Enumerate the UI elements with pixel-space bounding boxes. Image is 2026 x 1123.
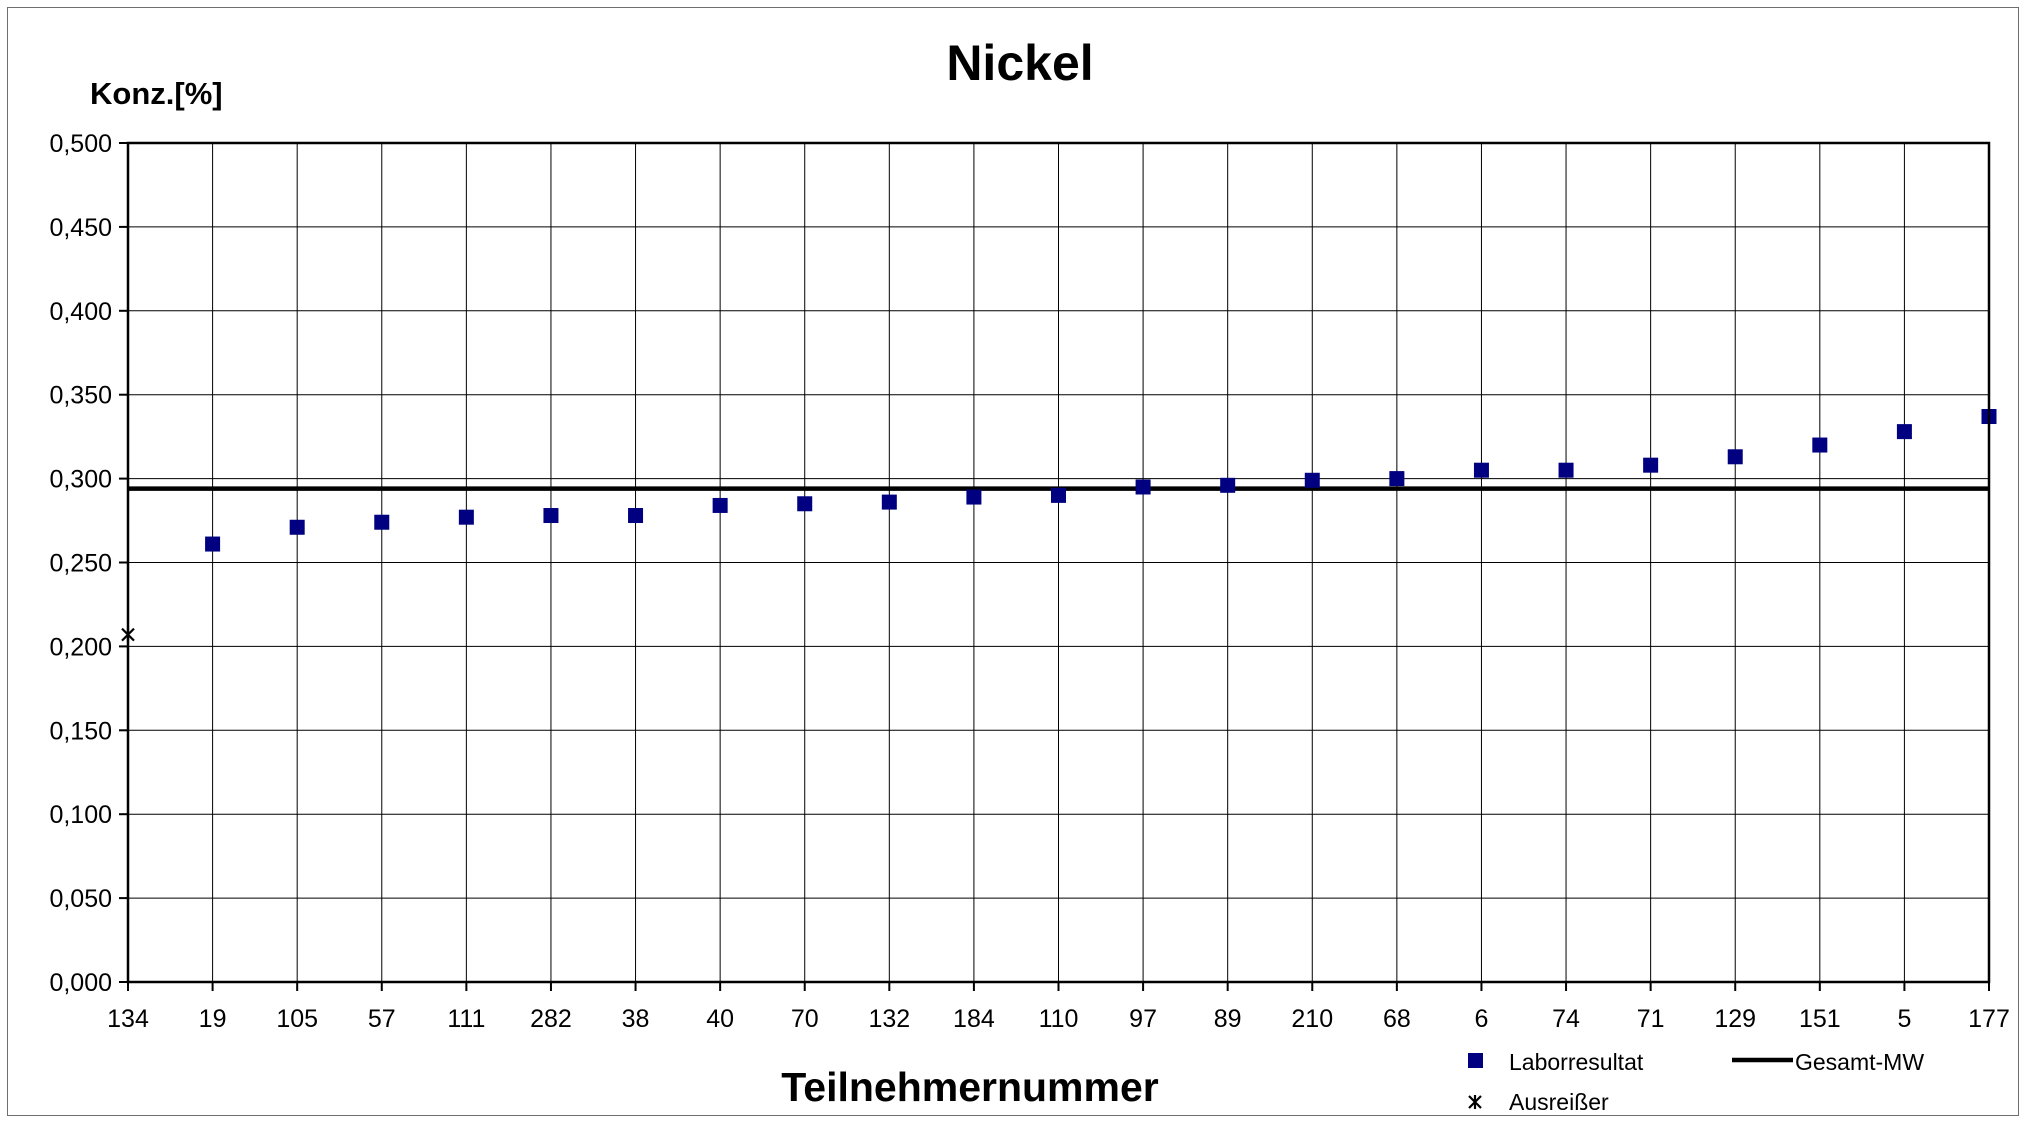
x-axis-label: Teilnehmernummer xyxy=(781,1064,1158,1110)
data-point xyxy=(1220,477,1236,493)
data-point xyxy=(966,489,982,505)
x-tick-label: 74 xyxy=(1552,1005,1580,1033)
y-tick-label: 0,350 xyxy=(49,382,112,410)
x-tick-label: 111 xyxy=(447,1005,485,1033)
x-tick-label: 19 xyxy=(199,1005,227,1033)
data-point xyxy=(797,496,813,512)
x-tick-label: 6 xyxy=(1475,1005,1489,1033)
y-tick-label: 0,050 xyxy=(49,885,112,913)
legend-marker-ausreisser xyxy=(1468,1095,1482,1109)
data-point xyxy=(1643,457,1659,473)
legend-label-laborresultat: Laborresultat xyxy=(1509,1049,1644,1075)
data-point xyxy=(1812,437,1828,453)
x-tick-label: 70 xyxy=(791,1005,819,1033)
x-tick-label: 57 xyxy=(368,1005,396,1033)
legend-label-gesamt-mw: Gesamt-MW xyxy=(1795,1049,1924,1075)
data-point xyxy=(1558,462,1574,478)
data-point xyxy=(289,519,305,535)
y-tick-label: 0,250 xyxy=(49,550,112,578)
x-tick-label: 132 xyxy=(868,1005,910,1033)
data-point xyxy=(881,494,897,510)
x-axis-ticks: 134 19 105 57 111 282 38 40 70 132 184 110 97 89 210 68… xyxy=(107,982,2010,1033)
y-tick-label: 0,200 xyxy=(49,633,112,661)
x-tick-label: 184 xyxy=(953,1005,995,1033)
y-tick-label: 0,150 xyxy=(49,717,112,745)
y-tick-label: 0,400 xyxy=(49,298,112,326)
y-tick-label: 0,500 xyxy=(49,130,112,158)
data-point xyxy=(1727,449,1743,465)
legend-label-ausreisser: Ausreißer xyxy=(1509,1089,1609,1115)
chart-title: Nickel xyxy=(946,35,1093,91)
data-point xyxy=(1473,462,1489,478)
x-tick-label: 38 xyxy=(622,1005,650,1033)
grid xyxy=(127,142,1990,983)
x-tick-label: 210 xyxy=(1291,1005,1333,1033)
y-tick-label: 0,100 xyxy=(49,801,112,829)
legend-marker-laborresultat xyxy=(1468,1053,1483,1068)
x-tick-label: 105 xyxy=(276,1005,318,1033)
legend: Laborresultat Gesamt-MW Ausreißer xyxy=(1468,1049,1924,1115)
data-point xyxy=(458,509,474,525)
data-point xyxy=(205,536,221,552)
y-tick-label: 0,000 xyxy=(49,969,112,997)
x-tick-label: 5 xyxy=(1897,1005,1911,1033)
data-point xyxy=(712,497,728,513)
data-point xyxy=(628,508,644,524)
data-point xyxy=(1896,424,1912,440)
chart-frame xyxy=(7,7,2019,1116)
x-tick-label: 134 xyxy=(107,1005,149,1033)
x-tick-label: 68 xyxy=(1383,1005,1411,1033)
data-point xyxy=(374,514,390,530)
data-point xyxy=(1304,472,1320,488)
data-point xyxy=(1389,471,1405,487)
x-tick-label: 40 xyxy=(706,1005,734,1033)
x-tick-label: 129 xyxy=(1714,1005,1756,1033)
x-tick-label: 110 xyxy=(1039,1005,1079,1033)
y-axis-label: Konz.[%] xyxy=(90,76,223,111)
y-tick-label: 0,300 xyxy=(49,466,112,494)
y-tick-label: 0,450 xyxy=(49,214,112,242)
data-point xyxy=(1051,487,1066,503)
data-point xyxy=(1135,479,1151,495)
x-tick-label: 282 xyxy=(530,1005,572,1033)
x-tick-label: 71 xyxy=(1637,1005,1665,1033)
x-tick-label: 97 xyxy=(1129,1005,1157,1033)
y-axis-ticks: 0,000 0,050 0,100 0,150 0,200 0,250 0,300 0,350… xyxy=(49,130,128,997)
x-tick-label: 151 xyxy=(1799,1005,1841,1033)
x-tick-label: 89 xyxy=(1214,1005,1242,1033)
plot-area-border xyxy=(126,141,1991,984)
data-points xyxy=(205,409,1997,552)
x-tick-label: 177 xyxy=(1968,1005,2010,1033)
data-point xyxy=(543,508,559,524)
